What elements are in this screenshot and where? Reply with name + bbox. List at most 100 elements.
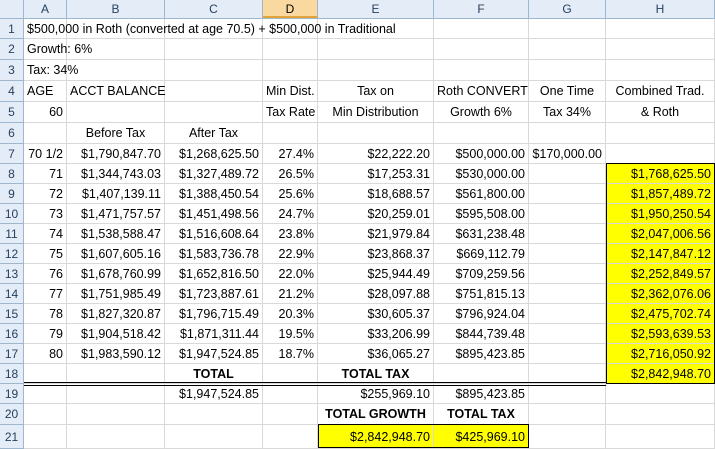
after-tax-cell[interactable]: $1,516,608.64 bbox=[165, 224, 263, 244]
cell-empty[interactable] bbox=[67, 102, 165, 123]
combined-cell[interactable]: $2,362,076.06 bbox=[606, 284, 715, 304]
header-roth-convert[interactable]: Roth CONVERT bbox=[434, 81, 529, 102]
cell-empty[interactable] bbox=[67, 364, 165, 384]
one-time-tax-cell[interactable] bbox=[529, 164, 606, 184]
tax-total[interactable]: $255,969.10 bbox=[318, 384, 434, 404]
row-header-12[interactable]: 12 bbox=[0, 244, 24, 264]
tax-rate-cell[interactable]: 20.3% bbox=[263, 304, 318, 324]
cell-empty[interactable] bbox=[606, 404, 715, 425]
age-cell[interactable]: 76 bbox=[24, 264, 67, 284]
cell-empty[interactable] bbox=[24, 123, 67, 144]
row-header-13[interactable]: 13 bbox=[0, 264, 24, 284]
cell-empty[interactable] bbox=[24, 404, 67, 425]
header-acct-balance[interactable]: ACCT BALANCE bbox=[67, 81, 263, 102]
combined-cell[interactable]: $2,252,849.57 bbox=[606, 264, 715, 284]
cell-empty[interactable] bbox=[434, 364, 529, 384]
tax-cell[interactable]: $18,688.57 bbox=[318, 184, 434, 204]
tax-rate-cell[interactable]: 19.5% bbox=[263, 324, 318, 344]
row-header-10[interactable]: 10 bbox=[0, 204, 24, 224]
select-all-corner[interactable] bbox=[0, 0, 24, 18]
after-tax-cell[interactable]: $1,871,311.44 bbox=[165, 324, 263, 344]
tax-cell[interactable]: $25,944.49 bbox=[318, 264, 434, 284]
header-after-tax[interactable]: After Tax bbox=[165, 123, 263, 144]
tax-rate-cell[interactable]: 25.6% bbox=[263, 184, 318, 204]
roth-cell[interactable]: $796,924.04 bbox=[434, 304, 529, 324]
roth-cell[interactable]: $751,815.13 bbox=[434, 284, 529, 304]
row-header-15[interactable]: 15 bbox=[0, 304, 24, 324]
row-header-7[interactable]: 7 bbox=[0, 144, 24, 164]
cell-empty[interactable] bbox=[67, 425, 165, 449]
cell-empty[interactable] bbox=[434, 123, 529, 144]
combined-cell[interactable]: $2,593,639.53 bbox=[606, 324, 715, 344]
title-cell-a2[interactable]: Growth: 6% bbox=[24, 39, 715, 60]
cell-empty[interactable] bbox=[67, 404, 165, 425]
one-time-tax-cell[interactable] bbox=[529, 204, 606, 224]
roth-cell[interactable]: $709,259.56 bbox=[434, 264, 529, 284]
before-tax-cell[interactable]: $1,607,605.16 bbox=[67, 244, 165, 264]
one-time-tax-cell[interactable]: $170,000.00 bbox=[529, 144, 606, 164]
cell-empty[interactable] bbox=[165, 425, 263, 449]
combined-cell[interactable]: $1,950,250.54 bbox=[606, 204, 715, 224]
after-tax-cell[interactable]: $1,583,736.78 bbox=[165, 244, 263, 264]
age-cell[interactable]: 75 bbox=[24, 244, 67, 264]
header-one-time[interactable]: One Time bbox=[529, 81, 606, 102]
age-cell[interactable]: 74 bbox=[24, 224, 67, 244]
cell-empty[interactable] bbox=[318, 123, 434, 144]
row-header-1[interactable]: 1 bbox=[0, 19, 24, 39]
cell-empty[interactable] bbox=[263, 364, 318, 384]
row-header-17[interactable]: 17 bbox=[0, 344, 24, 364]
tax-rate-cell[interactable]: 22.9% bbox=[263, 244, 318, 264]
tax-cell[interactable]: $20,259.01 bbox=[318, 204, 434, 224]
tax-cell[interactable]: $21,979.84 bbox=[318, 224, 434, 244]
age-cell[interactable]: 78 bbox=[24, 304, 67, 324]
cell-empty[interactable] bbox=[24, 425, 67, 449]
one-time-tax-cell[interactable] bbox=[529, 284, 606, 304]
column-header-f[interactable]: F bbox=[434, 0, 529, 18]
before-tax-cell[interactable]: $1,471,757.57 bbox=[67, 204, 165, 224]
roth-total[interactable]: $895,423.85 bbox=[434, 384, 529, 404]
cell-empty[interactable] bbox=[165, 404, 263, 425]
cell-empty[interactable] bbox=[529, 123, 606, 144]
total-label[interactable]: TOTAL bbox=[165, 364, 263, 384]
after-tax-cell[interactable]: $1,451,498.56 bbox=[165, 204, 263, 224]
age-cell[interactable]: 73 bbox=[24, 204, 67, 224]
row-header-18[interactable]: 18 bbox=[0, 364, 24, 384]
before-tax-cell[interactable]: $1,344,743.03 bbox=[67, 164, 165, 184]
before-tax-cell[interactable]: $1,407,139.11 bbox=[67, 184, 165, 204]
header-growth[interactable]: Growth 6% bbox=[434, 102, 529, 123]
roth-cell[interactable]: $895,423.85 bbox=[434, 344, 529, 364]
one-time-tax-cell[interactable] bbox=[529, 344, 606, 364]
tax-cell[interactable]: $17,253.31 bbox=[318, 164, 434, 184]
combined-cell[interactable]: $2,047,006.56 bbox=[606, 224, 715, 244]
before-tax-cell[interactable]: $1,983,590.12 bbox=[67, 344, 165, 364]
age-cell[interactable]: 70 1/2 bbox=[24, 144, 67, 164]
header-age[interactable]: AGE bbox=[24, 81, 67, 102]
cell-empty[interactable] bbox=[606, 384, 715, 404]
combined-cell[interactable]: $2,475,702.74 bbox=[606, 304, 715, 324]
tax-cell[interactable]: $36,065.27 bbox=[318, 344, 434, 364]
age-cell[interactable]: 80 bbox=[24, 344, 67, 364]
age-cell[interactable]: 79 bbox=[24, 324, 67, 344]
age-cell[interactable]: 72 bbox=[24, 184, 67, 204]
combined-cell[interactable]: $1,768,625.50 bbox=[606, 164, 715, 184]
roth-cell[interactable]: $844,739.48 bbox=[434, 324, 529, 344]
header-tax-34[interactable]: Tax 34% bbox=[529, 102, 606, 123]
after-tax-cell[interactable]: $1,388,450.54 bbox=[165, 184, 263, 204]
row-header-9[interactable]: 9 bbox=[0, 184, 24, 204]
total-growth-value[interactable]: $2,842,948.70 bbox=[318, 425, 434, 449]
row-header-8[interactable]: 8 bbox=[0, 164, 24, 184]
combined-cell[interactable] bbox=[606, 144, 715, 164]
roth-cell[interactable]: $631,238.48 bbox=[434, 224, 529, 244]
row-header-6[interactable]: 6 bbox=[0, 123, 24, 144]
row-header-5[interactable]: 5 bbox=[0, 102, 24, 123]
cell-empty[interactable] bbox=[606, 425, 715, 449]
age-cell[interactable]: 77 bbox=[24, 284, 67, 304]
total-growth-label[interactable]: TOTAL GROWTH bbox=[318, 404, 434, 425]
column-header-c[interactable]: C bbox=[165, 0, 263, 18]
tax-rate-cell[interactable]: 21.2% bbox=[263, 284, 318, 304]
cell-empty[interactable] bbox=[24, 364, 67, 384]
tax-rate-cell[interactable]: 26.5% bbox=[263, 164, 318, 184]
header-and-roth[interactable]: & Roth bbox=[606, 102, 715, 123]
row-header-3[interactable]: 3 bbox=[0, 60, 24, 81]
